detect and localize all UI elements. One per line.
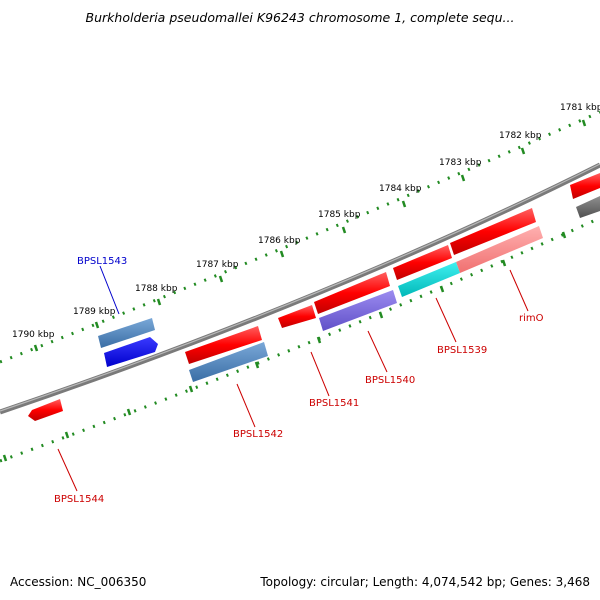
- leader-BPSL1543: [99, 265, 120, 315]
- gene-label-BPSL1543[interactable]: BPSL1543: [77, 256, 127, 267]
- gene-feature-BPSL1540[interactable]: [319, 290, 397, 331]
- gene-feature-BPSL1543[interactable]: [104, 337, 158, 367]
- inner-major-tick: [254, 361, 260, 369]
- gene-feature-forward-1782[interactable]: [450, 208, 536, 255]
- reverse-strand-features: [28, 196, 600, 421]
- tick-label: 1788 kbp: [135, 284, 178, 294]
- gene-feature-forward-1781[interactable]: [570, 173, 600, 199]
- tick-label: 1783 kbp: [439, 158, 482, 168]
- gene-feature-BPSL1543-upper[interactable]: [98, 318, 155, 348]
- accession-text: Accession: NC_006350: [10, 575, 147, 589]
- chromosome-backbone-highlight: [0, 163, 600, 412]
- gene-labels: BPSL1543 BPSL1544 BPSL1542 BPSL1541 BPSL…: [54, 256, 544, 505]
- tick-label: 1781 kbp: [560, 103, 600, 113]
- major-tick: [581, 119, 587, 127]
- tick-label: 1785 kbp: [318, 210, 361, 220]
- inner-major-tick: [501, 259, 507, 267]
- tick-label: 1784 kbp: [379, 184, 422, 194]
- major-tick: [460, 174, 466, 182]
- major-tick: [156, 298, 162, 306]
- leader-BPSL1541: [310, 351, 330, 397]
- tick-label: 1789 kbp: [73, 307, 116, 317]
- map-title: Burkholderia pseudomallei K96243 chromos…: [85, 10, 515, 25]
- inner-major-tick: [188, 385, 194, 393]
- inner-major-tick: [561, 231, 567, 239]
- major-tick: [401, 200, 407, 208]
- gene-label-BPSL1539[interactable]: BPSL1539: [437, 345, 487, 356]
- major-tick: [218, 275, 224, 283]
- tick-labels: 1781 kbp 1782 kbp 1783 kbp 1784 kbp 1785…: [12, 103, 600, 340]
- major-tick: [279, 250, 285, 258]
- gene-feature-rimO[interactable]: [456, 226, 543, 273]
- inner-major-ticks: [2, 231, 567, 462]
- major-tick: [94, 321, 100, 329]
- leader-BPSL1540: [367, 330, 388, 373]
- inner-major-tick: [439, 285, 445, 293]
- gene-feature-BPSL1539[interactable]: [398, 262, 460, 297]
- gene-label-BPSL1541[interactable]: BPSL1541: [309, 398, 359, 409]
- tick-label: 1782 kbp: [499, 131, 542, 141]
- tick-label: 1790 kbp: [12, 330, 55, 340]
- inner-major-tick: [378, 311, 384, 319]
- tick-label: 1786 kbp: [258, 236, 301, 246]
- gene-feature-BPSL1542[interactable]: [189, 342, 268, 382]
- gene-label-BPSL1544[interactable]: BPSL1544: [54, 494, 104, 505]
- inner-major-tick: [126, 408, 132, 416]
- gene-feature-gray[interactable]: [576, 196, 600, 218]
- gene-feature-forward-1787[interactable]: [185, 326, 262, 364]
- major-ticks: [33, 119, 587, 352]
- major-tick: [33, 344, 39, 352]
- genome-summary-text: Topology: circular; Length: 4,074,542 bp…: [260, 575, 590, 589]
- major-tick: [520, 147, 526, 155]
- chromosome-backbone: [0, 162, 600, 415]
- label-leaders: [57, 265, 529, 492]
- gene-label-BPSL1542[interactable]: BPSL1542: [233, 429, 283, 440]
- tick-label: 1787 kbp: [196, 260, 239, 270]
- gene-label-rimO[interactable]: rimO: [519, 313, 544, 324]
- forward-strand-features: [98, 173, 600, 367]
- inner-major-tick: [2, 454, 8, 462]
- gene-feature-forward-1785[interactable]: [314, 272, 390, 314]
- inner-major-tick: [64, 431, 70, 439]
- inner-tick-ring: [0, 216, 600, 463]
- leader-BPSL1539: [435, 297, 457, 343]
- gene-feature-forward-1783[interactable]: [393, 245, 452, 280]
- leader-BPSL1544: [57, 448, 78, 492]
- leader-BPSL1542: [236, 383, 256, 428]
- inner-major-tick: [316, 336, 322, 344]
- gene-feature-forward-1786[interactable]: [278, 305, 316, 328]
- leader-rimO: [509, 269, 529, 312]
- gene-feature-BPSL1544[interactable]: [28, 399, 63, 421]
- gene-label-BPSL1540[interactable]: BPSL1540: [365, 375, 415, 386]
- major-tick: [341, 226, 347, 234]
